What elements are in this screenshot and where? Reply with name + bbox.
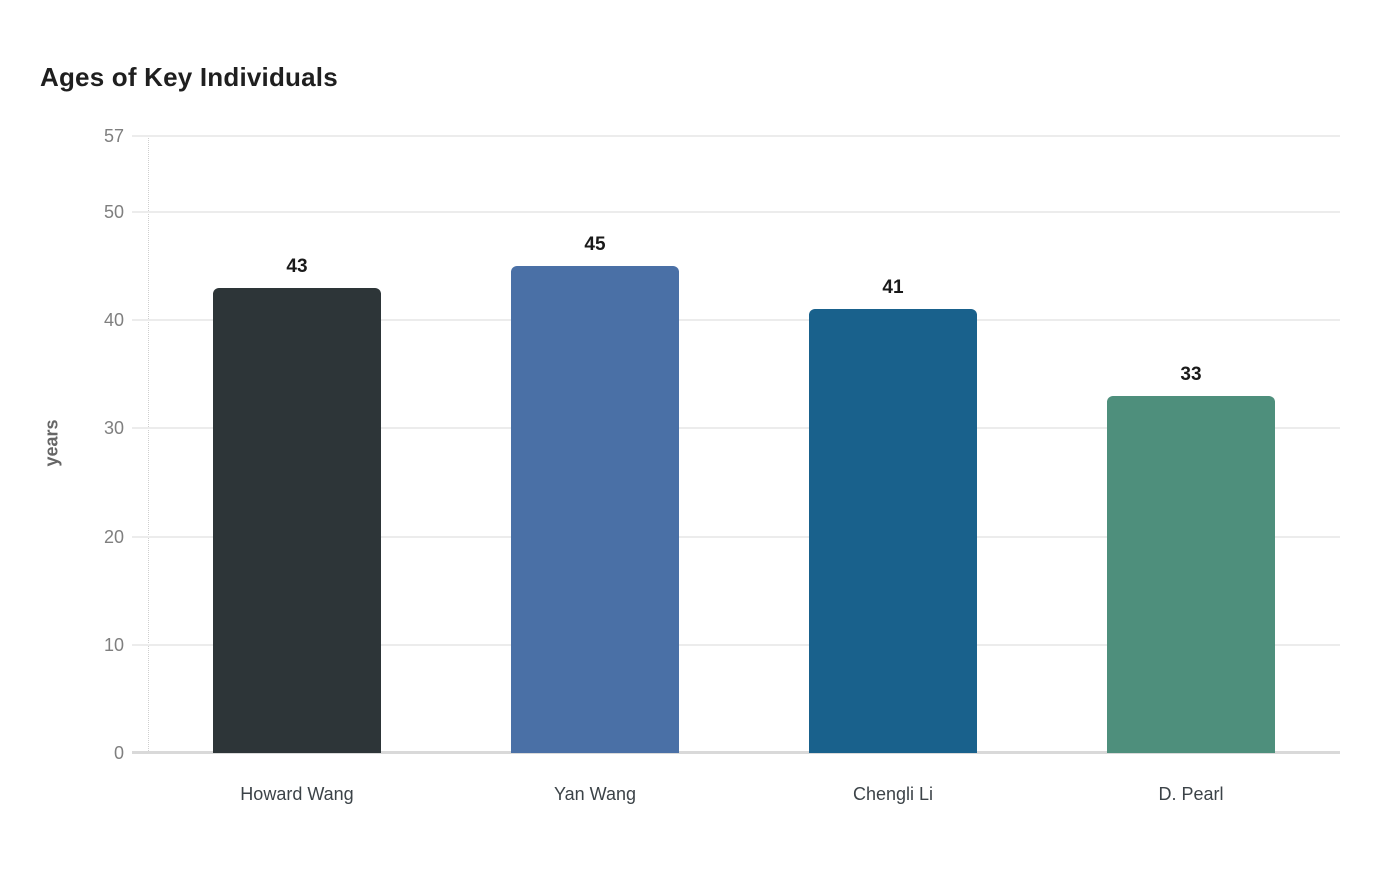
gridline-y-57	[132, 135, 1340, 137]
gridline-y-10	[132, 643, 1340, 646]
y-tick-label-57: 57	[103, 126, 124, 146]
bar-value-label-0: 43	[286, 255, 308, 277]
bar-group-0: 43 Howard Wang	[148, 136, 446, 804]
y-tick-label-20: 20	[103, 526, 124, 547]
bar-value-label-2: 41	[882, 277, 904, 299]
bar-group-2: 41 Chengli Li	[744, 136, 1042, 804]
y-tick-label-30: 30	[103, 418, 124, 439]
x-category-label-1: Yan Wang	[553, 784, 637, 804]
y-tick-label-40: 40	[103, 310, 124, 331]
x-category-label-3: D. Pearl	[1158, 784, 1224, 804]
plot-area: 0 10 20 30 40 50 57 43 Howard Wang 45 Yan Wang 41 Ch…	[104, 126, 1340, 804]
y-tick-label-10: 10	[103, 634, 124, 655]
y-axis-label: years	[41, 419, 62, 467]
chart-title: Ages of Key Individuals	[40, 62, 338, 92]
y-tick-label-0: 0	[113, 743, 124, 763]
x-category-label-2: Chengli Li	[852, 784, 934, 804]
bar-1	[511, 265, 679, 753]
bar-3	[1107, 395, 1275, 753]
y-axis-line	[148, 136, 149, 753]
bar-group-3: 33 D. Pearl	[1042, 136, 1340, 804]
bar-0	[213, 287, 381, 753]
gridline-y-30	[132, 427, 1340, 430]
bar-group-1: 45 Yan Wang	[446, 136, 744, 804]
bar-2	[809, 309, 977, 753]
y-tick-label-50: 50	[103, 201, 124, 222]
bar-value-label-3: 33	[1180, 363, 1202, 385]
gridline-y-50	[132, 210, 1340, 213]
bar-value-label-1: 45	[584, 233, 606, 255]
gridline-y-20	[132, 535, 1340, 538]
gridline-y-40	[132, 319, 1340, 322]
x-axis-baseline	[132, 751, 1340, 754]
x-category-label-0: Howard Wang	[240, 784, 354, 804]
